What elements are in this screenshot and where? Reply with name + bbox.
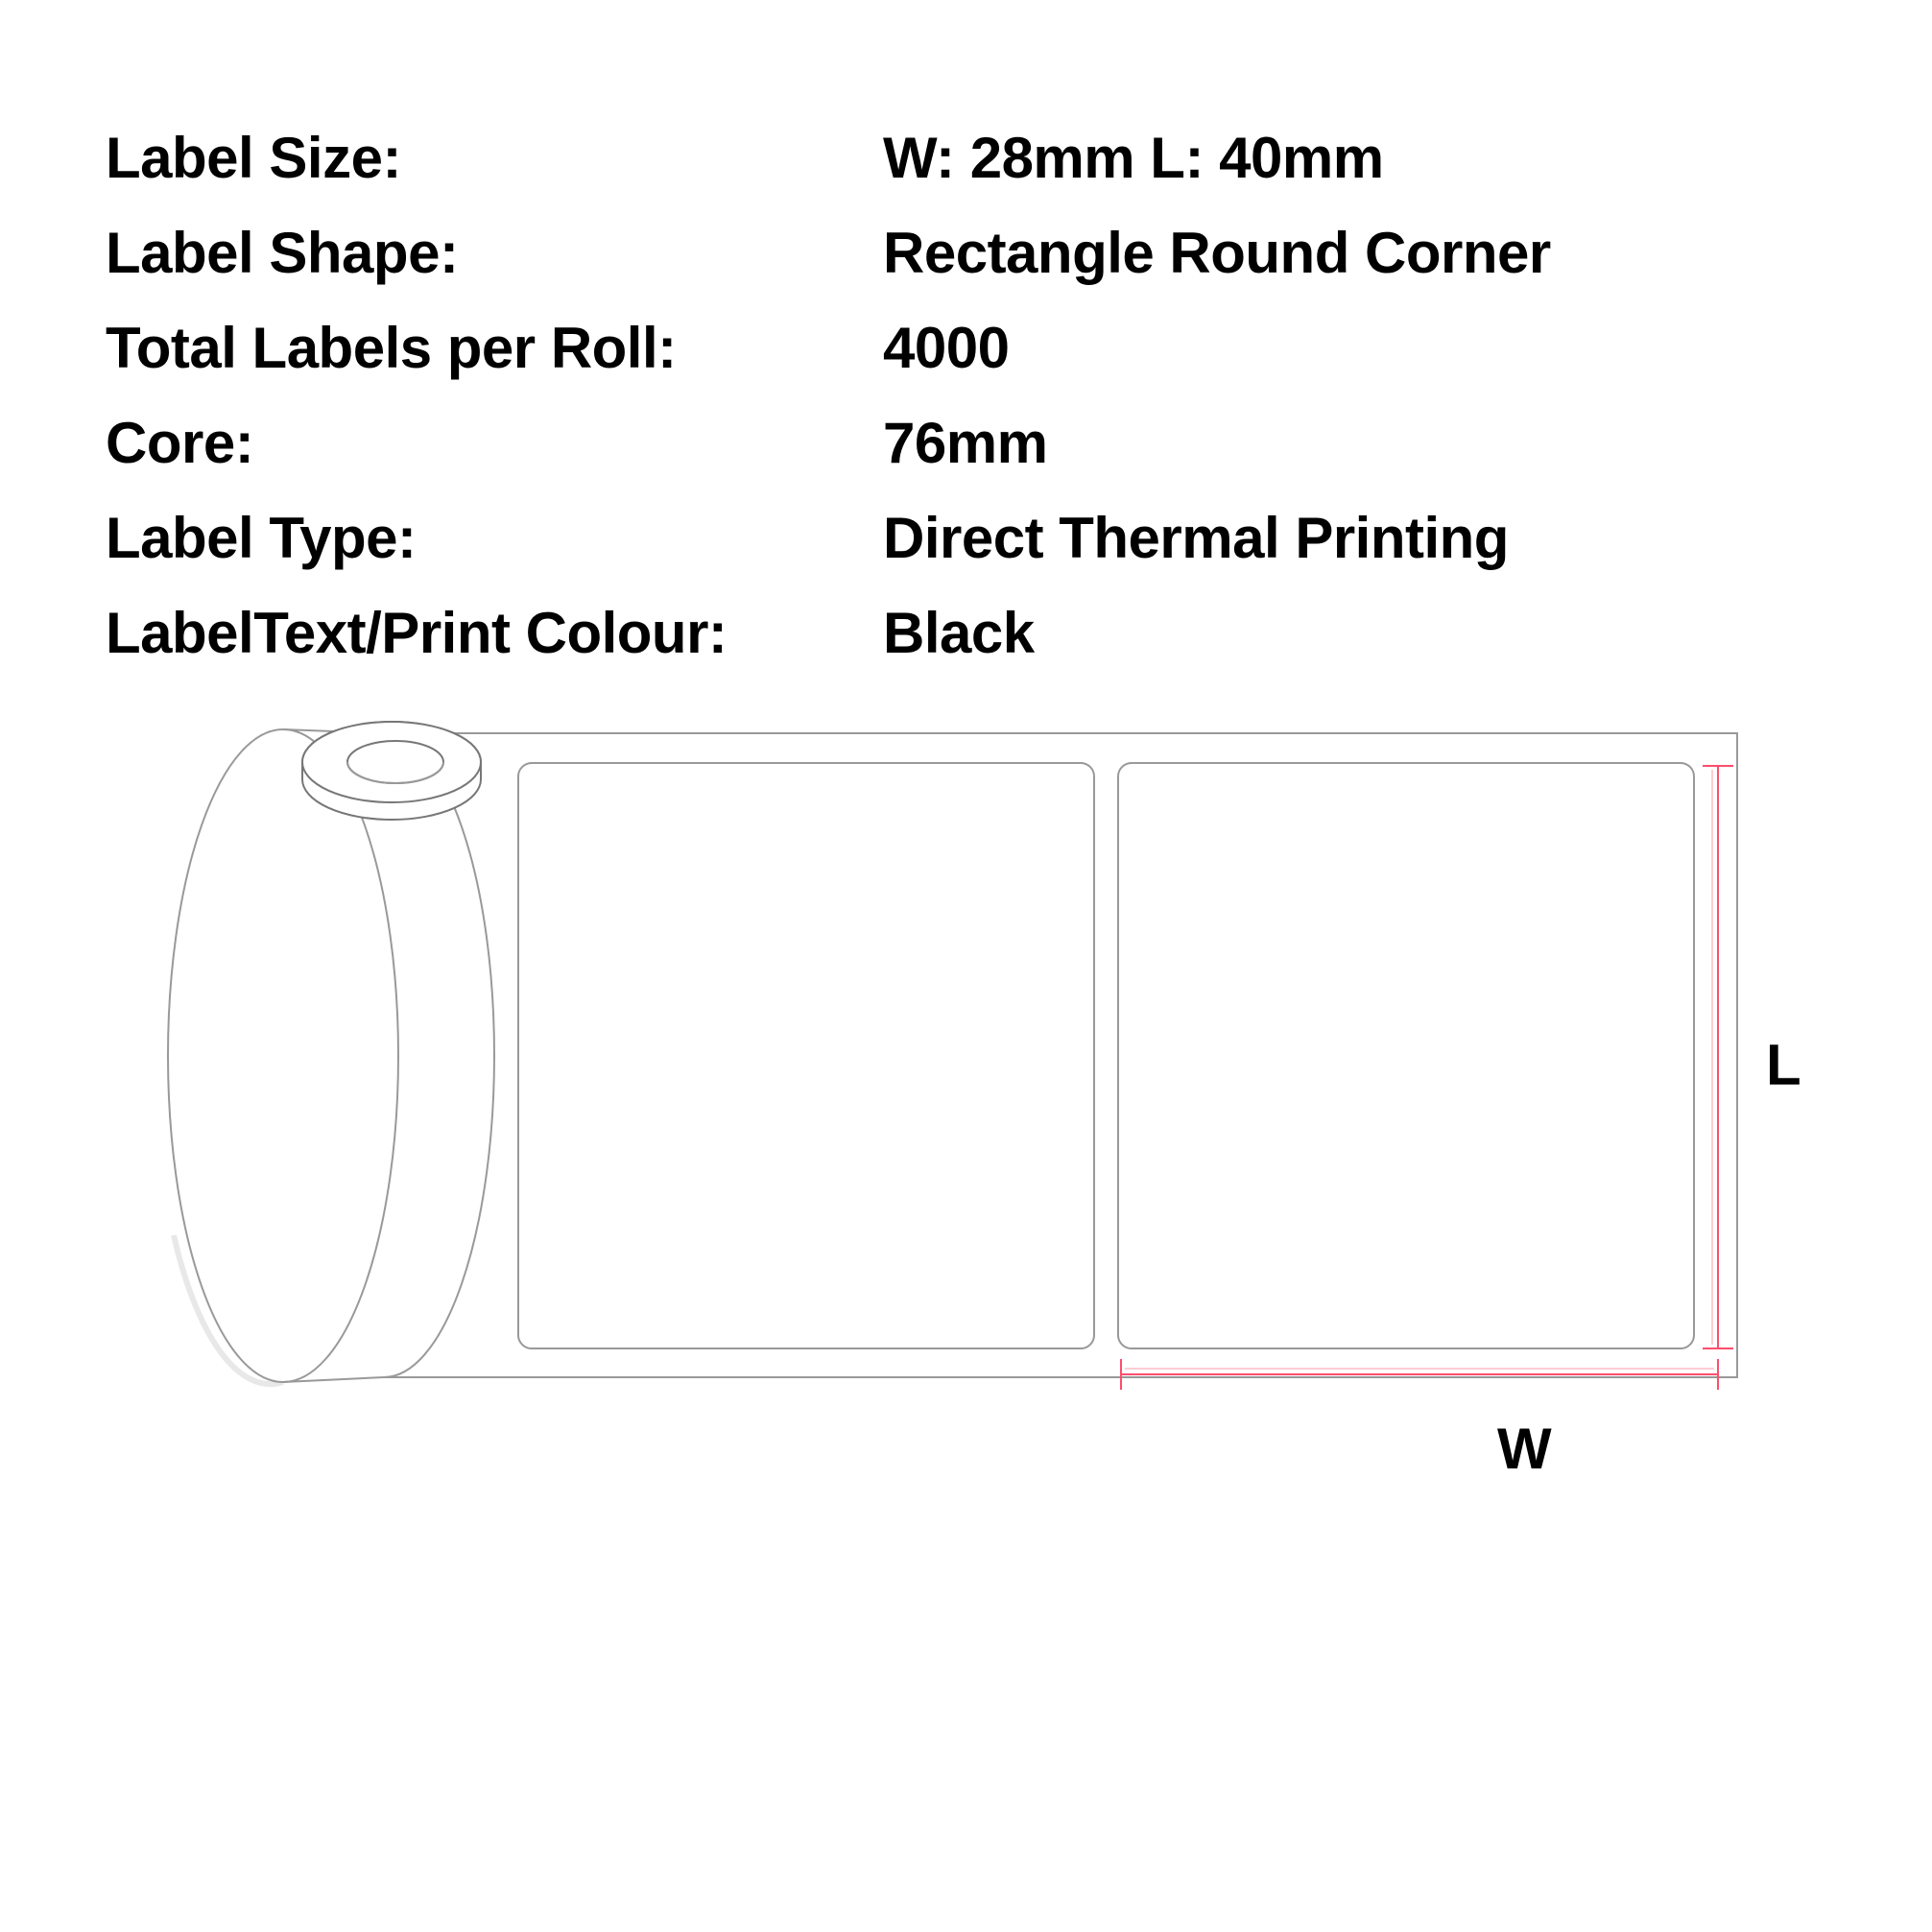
- spec-key: Total Labels per Roll:: [106, 315, 883, 381]
- spec-row: Label Type: Direct Thermal Printing: [106, 505, 1824, 571]
- spec-row: Label Size: W: 28mm L: 40mm: [106, 125, 1824, 191]
- spec-value: W: 28mm L: 40mm: [883, 125, 1384, 191]
- spec-row: Core: 76mm: [106, 410, 1824, 476]
- spec-key: Label Shape:: [106, 220, 883, 286]
- spec-value: Black: [883, 600, 1035, 666]
- spec-key: Core:: [106, 410, 883, 476]
- spec-key: Label Type:: [106, 505, 883, 571]
- spec-row: Label Shape: Rectangle Round Corner: [106, 220, 1824, 286]
- spec-value: Direct Thermal Printing: [883, 505, 1509, 571]
- spec-row: Total Labels per Roll: 4000: [106, 315, 1824, 381]
- spec-value: 76mm: [883, 410, 1047, 476]
- spec-key: Label Size:: [106, 125, 883, 191]
- spec-value: Rectangle Round Corner: [883, 220, 1551, 286]
- width-dimension-label: W: [1497, 1416, 1552, 1482]
- spec-key: LabelText/Print Colour:: [106, 600, 883, 666]
- length-dimension-label: L: [1766, 1032, 1801, 1098]
- label-roll-diagram: [86, 710, 1776, 1420]
- spec-table: Label Size: W: 28mm L: 40mm Label Shape:…: [106, 125, 1824, 695]
- spec-value: 4000: [883, 315, 1009, 381]
- spec-row: LabelText/Print Colour: Black: [106, 600, 1824, 666]
